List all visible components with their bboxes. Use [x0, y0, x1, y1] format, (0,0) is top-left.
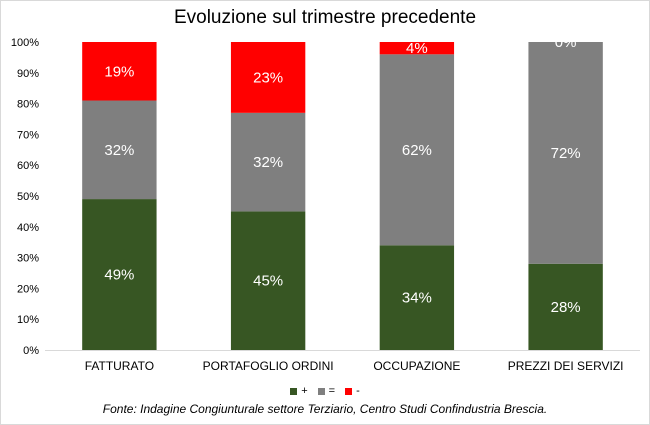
bar-segment — [528, 42, 603, 264]
y-tick-label: 100% — [11, 37, 39, 49]
y-tick-label: 30% — [17, 253, 39, 265]
legend-item: - — [345, 385, 360, 397]
legend-item: = — [317, 385, 336, 397]
y-tick-label: 80% — [17, 99, 39, 111]
bar-segment — [379, 245, 455, 350]
bar-segment — [379, 54, 455, 246]
bar-segment — [82, 42, 157, 101]
x-category-label: OCCUPAZIONE — [373, 359, 460, 373]
source-note: Fonte: Indagine Congiunturale settore Te… — [102, 402, 548, 416]
data-label: 72% — [551, 145, 581, 162]
y-tick-label: 20% — [17, 283, 39, 295]
legend-item: + — [290, 385, 308, 397]
data-label: 4% — [406, 40, 428, 57]
legend-label: + — [301, 385, 308, 397]
data-label: 19% — [104, 63, 134, 80]
legend-label: = — [328, 385, 336, 397]
legend-swatch — [345, 387, 353, 395]
y-tick-label: 40% — [17, 222, 39, 234]
data-label: 32% — [253, 154, 283, 171]
data-label: 34% — [402, 290, 432, 307]
y-tick-label: 70% — [17, 129, 39, 141]
chart-title: Evoluzione sul trimestre precedente — [173, 7, 477, 28]
bar-segment — [230, 211, 306, 350]
y-tick-label: 60% — [17, 160, 39, 172]
bar-segment — [82, 199, 157, 350]
data-label: 28% — [551, 299, 581, 316]
y-tick-label: 90% — [17, 68, 39, 80]
data-label: 32% — [104, 142, 134, 159]
bar-segment — [230, 42, 306, 113]
data-label: 23% — [253, 69, 283, 86]
data-label: 0% — [555, 34, 577, 51]
data-label: 49% — [104, 267, 134, 284]
bar-segment — [230, 112, 306, 212]
legend-swatch — [290, 387, 298, 395]
x-category-label: FATTURATO — [85, 359, 154, 373]
y-tick-label: 10% — [17, 314, 39, 326]
bar-segment — [528, 263, 603, 350]
bar-segment — [82, 100, 157, 200]
chart-legend: + = - — [0, 385, 650, 397]
legend-swatch — [317, 387, 325, 395]
legend-label: - — [356, 385, 360, 397]
data-label: 62% — [402, 142, 432, 159]
data-label: 45% — [253, 273, 283, 290]
y-tick-label: 0% — [23, 345, 39, 357]
y-tick-label: 50% — [17, 191, 39, 203]
x-category-label: PORTAFOGLIO ORDINI — [203, 359, 334, 373]
x-category-label: PREZZI DEI SERVIZI — [508, 359, 624, 373]
bar-segment — [379, 42, 455, 55]
